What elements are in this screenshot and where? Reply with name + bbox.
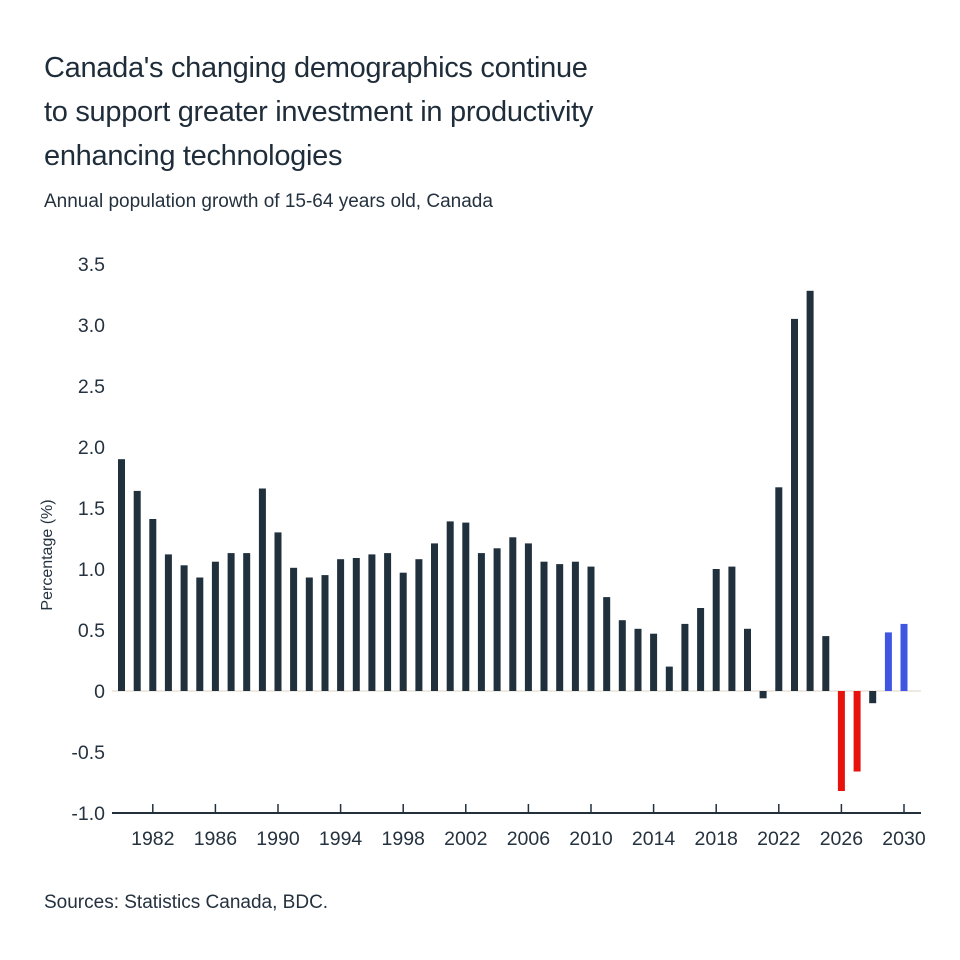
- chart-title-line-3: enhancing technologies: [44, 140, 343, 172]
- bar-2011: [603, 597, 611, 691]
- bar-1980: [118, 459, 125, 691]
- bar-1983: [164, 554, 172, 691]
- bar-2021: [759, 691, 767, 699]
- x-axis-label-1990: 1990: [256, 828, 300, 850]
- x-axis-label-1994: 1994: [319, 828, 363, 850]
- x-axis-label-1986: 1986: [194, 828, 237, 850]
- bar-1997: [384, 553, 392, 691]
- x-axis-label-2026: 2026: [820, 828, 863, 850]
- y-axis-label-2.5: 2.5: [78, 376, 105, 398]
- bar-2019: [728, 566, 736, 691]
- y-axis-label-0: 0: [94, 681, 105, 703]
- y-axis-label-1.5: 1.5: [78, 498, 105, 520]
- bar-2025: [822, 636, 830, 691]
- x-axis-label-2018: 2018: [695, 828, 738, 850]
- bar-2010: [587, 566, 595, 691]
- bar-2015: [665, 666, 673, 691]
- y-axis-title: Percentage (%): [39, 499, 56, 610]
- bar-1994: [337, 559, 345, 691]
- x-axis-label-2002: 2002: [444, 828, 487, 850]
- chart-title-line-2: to support greater investment in product…: [44, 96, 594, 128]
- chart-title-line-1: Canada's changing demographics continue: [44, 52, 588, 84]
- bar-1998: [399, 572, 407, 691]
- x-axis-label-1998: 1998: [382, 828, 425, 850]
- y-axis-label--0.5: -0.5: [71, 742, 105, 764]
- y-axis-label-3.0: 3.0: [78, 315, 105, 337]
- bar-1996: [368, 554, 376, 691]
- x-axis-label-2022: 2022: [757, 828, 800, 850]
- bar-2003: [477, 553, 485, 691]
- bar-2000: [431, 543, 438, 691]
- bar-2013: [634, 628, 642, 691]
- sources-text: Sources: Statistics Canada, BDC.: [44, 892, 329, 913]
- bar-1985: [196, 577, 204, 691]
- bar-2002: [462, 522, 470, 691]
- bar-1995: [352, 558, 360, 691]
- x-axis-label-1982: 1982: [131, 828, 174, 850]
- y-axis-label--1.0: -1.0: [71, 803, 105, 825]
- bar-2014: [650, 633, 658, 691]
- y-axis-label-1.0: 1.0: [78, 559, 105, 581]
- bar-2022: [775, 487, 783, 691]
- bar-1986: [211, 561, 219, 691]
- bar-2001: [446, 521, 454, 691]
- x-axis-label-2014: 2014: [632, 828, 676, 850]
- bar-1999: [415, 559, 423, 691]
- bar-2018: [712, 569, 720, 691]
- bar-1992: [305, 577, 313, 691]
- x-axis-label-2006: 2006: [507, 828, 550, 850]
- bar-1989: [258, 488, 266, 691]
- x-axis-label-2030: 2030: [882, 828, 926, 850]
- bar-2009: [571, 561, 579, 691]
- bar-2005: [509, 537, 517, 691]
- bar-1988: [243, 553, 251, 691]
- bar-1987: [227, 553, 235, 691]
- bar-2004: [493, 548, 501, 691]
- chart-subtitle: Annual population growth of 15-64 years …: [44, 191, 493, 212]
- chart-header: Canada's changing demographics continue …: [44, 46, 593, 214]
- bar-1993: [321, 575, 329, 691]
- bar-2026: [837, 691, 845, 791]
- bar-2030: [900, 623, 908, 691]
- bar-1990: [274, 532, 282, 691]
- bar-1984: [180, 565, 188, 691]
- bar-1991: [290, 567, 298, 691]
- bar-2008: [556, 564, 564, 691]
- bar-2016: [681, 623, 689, 691]
- bar-2017: [697, 608, 705, 691]
- bar-2012: [618, 620, 626, 691]
- y-axis-label-3.5: 3.5: [78, 254, 105, 276]
- y-axis-label-2.0: 2.0: [78, 437, 105, 459]
- bar-2020: [744, 628, 751, 691]
- bar-2027: [853, 691, 861, 772]
- bar-2023: [791, 318, 798, 691]
- bar-1981: [133, 490, 141, 691]
- bar-2006: [524, 543, 532, 691]
- x-axis-label-2010: 2010: [569, 828, 613, 850]
- bar-1982: [149, 519, 157, 691]
- bar-2007: [540, 561, 548, 691]
- bar-2028: [869, 691, 877, 704]
- bar-2029: [884, 632, 892, 691]
- y-axis-label-0.5: 0.5: [78, 620, 105, 642]
- bar-2024: [806, 290, 814, 691]
